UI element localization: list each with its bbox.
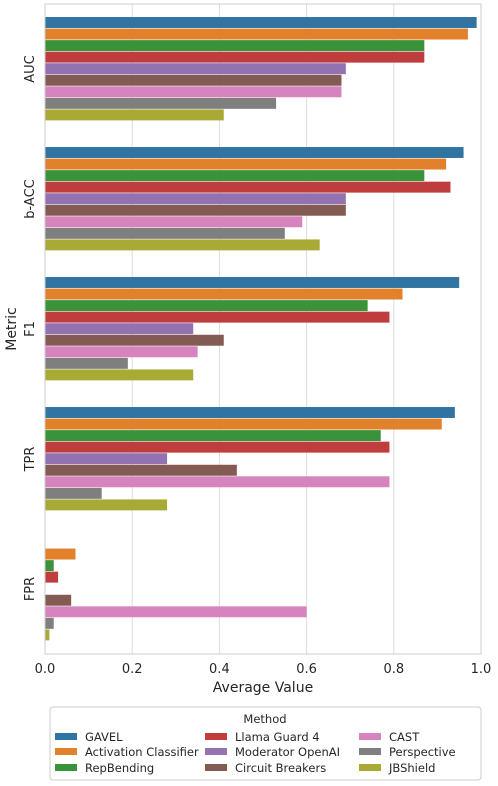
bar — [45, 17, 477, 28]
bar — [45, 369, 194, 381]
legend-swatch — [205, 764, 227, 771]
y-tick-label: AUC — [23, 55, 38, 83]
x-tick-label: 0.0 — [35, 662, 56, 677]
bar — [45, 97, 277, 109]
bar — [45, 323, 194, 335]
legend-entry: Moderator OpenAI — [235, 745, 340, 759]
legend-title: Method — [243, 712, 286, 726]
bar — [45, 63, 346, 75]
legend-entry: CAST — [389, 730, 420, 744]
bar — [45, 464, 237, 476]
spines — [44, 3, 482, 655]
bar — [45, 239, 320, 251]
bar — [45, 288, 403, 300]
y-axis-ticks: AUC b-ACC F1 TPR FPR — [23, 55, 38, 601]
bar — [45, 204, 346, 216]
bar — [45, 499, 168, 511]
x-axis-label: Average Value — [213, 680, 313, 696]
bar — [45, 147, 464, 158]
bar — [45, 300, 368, 312]
x-axis-ticks: 0.0 0.2 0.4 0.6 0.8 1.0 — [35, 662, 492, 677]
y-axis-label: Metric — [4, 307, 20, 351]
bar — [45, 86, 342, 98]
y-tick-label: FPR — [23, 577, 38, 601]
bar — [45, 617, 54, 629]
legend-swatch — [55, 748, 77, 755]
bar — [45, 277, 460, 288]
legend-swatch — [55, 764, 77, 771]
x-tick-label: 0.2 — [122, 662, 143, 677]
bar — [45, 216, 303, 228]
legend-entry: GAVEL — [85, 730, 123, 744]
bar — [45, 629, 50, 641]
legend-entry: JBShield — [388, 761, 435, 775]
bar — [45, 418, 442, 430]
bar — [45, 430, 381, 442]
bar — [45, 193, 346, 205]
legend-entry: Llama Guard 4 — [235, 730, 320, 744]
bar — [45, 560, 54, 572]
legend-swatch — [359, 733, 381, 740]
legend-entry: Circuit Breakers — [235, 761, 326, 775]
legend-swatch — [205, 748, 227, 755]
bar — [45, 606, 307, 618]
bar — [45, 453, 168, 465]
bar — [45, 334, 224, 346]
bar — [45, 311, 390, 323]
bar — [45, 407, 455, 418]
legend-swatch — [205, 733, 227, 740]
bar — [45, 170, 425, 182]
legend-swatch — [359, 748, 381, 755]
bar — [45, 476, 390, 488]
bar — [45, 571, 59, 583]
bar — [45, 40, 425, 52]
legend-entry: Perspective — [389, 745, 456, 759]
bar — [45, 158, 447, 170]
bar — [45, 357, 128, 369]
bar — [45, 487, 102, 499]
bar — [45, 346, 198, 358]
bar — [45, 51, 425, 63]
bar — [45, 594, 72, 606]
bar — [45, 181, 451, 193]
legend-entry: Activation Classifier — [85, 745, 199, 759]
bar — [45, 109, 224, 121]
legend-frame — [49, 706, 482, 781]
bar — [45, 74, 342, 86]
y-tick-label: b-ACC — [23, 179, 38, 218]
bar — [45, 441, 390, 453]
bar — [45, 548, 76, 560]
y-tick-label: TPR — [23, 447, 38, 473]
y-tick-label: F1 — [23, 321, 38, 337]
plot-area — [44, 3, 482, 655]
legend-swatch — [55, 733, 77, 740]
legend-swatch — [359, 764, 381, 771]
legend-entry: RepBending — [85, 761, 154, 775]
x-tick-label: 0.4 — [209, 662, 230, 677]
axes-frame — [44, 3, 482, 655]
bar — [45, 28, 468, 40]
bars — [45, 17, 477, 641]
bar — [45, 227, 285, 239]
x-tick-label: 0.8 — [383, 662, 404, 677]
x-tick-label: 0.6 — [296, 662, 317, 677]
x-tick-label: 1.0 — [471, 662, 492, 677]
